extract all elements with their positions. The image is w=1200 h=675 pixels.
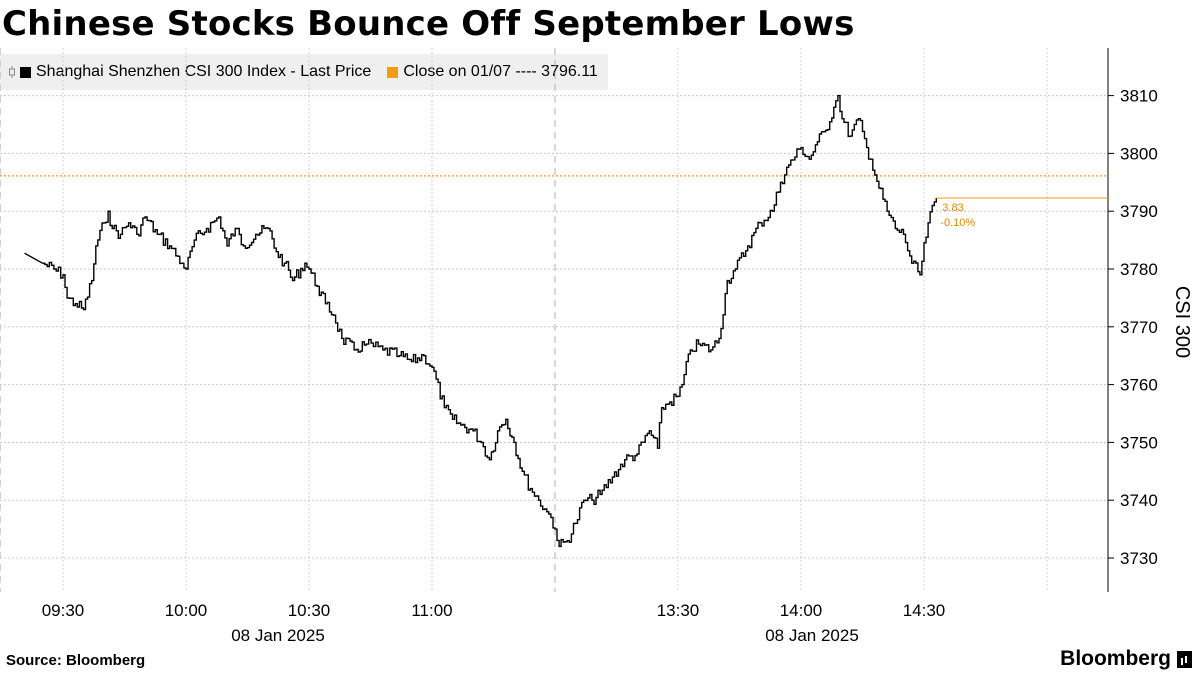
legend-label-series: Shanghai Shenzhen CSI 300 Index - Last P… — [36, 63, 372, 80]
y-tick-label: 3810 — [1120, 87, 1158, 106]
chart-legend-icon — [8, 66, 16, 78]
y-tick-label: 3790 — [1120, 202, 1158, 221]
legend-swatch-series — [20, 66, 31, 78]
chart-title: Chinese Stocks Bounce Off September Lows — [2, 4, 855, 44]
annotations: 3.83 -0.10% — [936, 197, 1108, 229]
grid — [0, 48, 1108, 592]
legend-item-series: Shanghai Shenzhen CSI 300 Index - Last P… — [8, 63, 371, 81]
x-tick-label: 14:30 — [903, 601, 946, 620]
y-axis-title: CSI 300 — [1171, 286, 1193, 358]
y-tick-label: 3730 — [1120, 549, 1158, 568]
legend-swatch-close — [387, 66, 399, 78]
x-tick-label: 13:30 — [657, 601, 700, 620]
y-tick-label: 3750 — [1120, 433, 1158, 452]
x-tick-label: 14:00 — [780, 601, 823, 620]
x-tick-label: 10:00 — [165, 601, 208, 620]
x-tick-label: 11:00 — [411, 601, 452, 620]
x-date-label: 08 Jan 2025 — [765, 626, 859, 645]
plot-area — [0, 94, 1108, 548]
y-axis: 3730 3740 3750 3760 3770 3780 3790 3800 3810 CSI … — [1107, 48, 1193, 592]
brand-logo: Bloomberg — [1060, 647, 1192, 671]
legend-label-close: Close on 01/07 ---- 3796.11 — [403, 63, 598, 80]
source-note: Source: Bloomberg — [6, 652, 146, 669]
y-tick-label: 3800 — [1120, 144, 1158, 163]
bloomberg-terminal-icon — [1177, 650, 1192, 668]
series-line — [24, 94, 937, 548]
x-date-label: 08 Jan 2025 — [231, 626, 325, 645]
y-tick-label: 3780 — [1120, 260, 1158, 279]
y-tick-label: 3740 — [1120, 491, 1158, 510]
legend-item-close: Close on 01/07 ---- 3796.11 — [387, 63, 598, 81]
change-points-label: 3.83 — [942, 202, 963, 214]
x-axis: 09:30 10:00 10:30 11:00 13:30 14:00 14:30 08 Ja… — [42, 601, 946, 645]
y-tick-label: 3760 — [1120, 376, 1158, 395]
y-tick-label: 3770 — [1120, 318, 1158, 337]
x-tick-label: 10:30 — [288, 601, 331, 620]
change-percent-label: -0.10% — [940, 217, 975, 229]
chart-legend: Shanghai Shenzhen CSI 300 Index - Last P… — [0, 54, 608, 90]
brand-name: Bloomberg — [1060, 647, 1171, 670]
x-tick-label: 09:30 — [42, 601, 85, 620]
